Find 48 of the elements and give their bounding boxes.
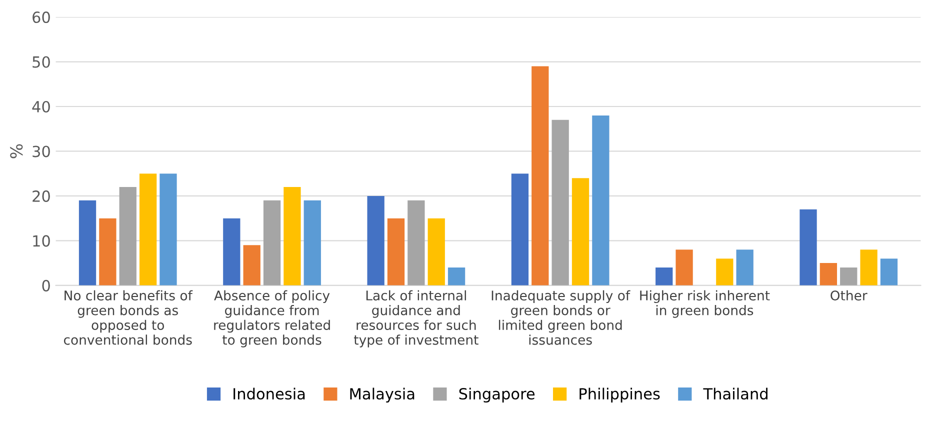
bar	[448, 268, 466, 286]
y-tick-label: 10	[33, 235, 50, 247]
bar	[428, 218, 445, 286]
y-axis-title: %	[10, 144, 23, 158]
bar	[243, 245, 260, 286]
legend-label: Philippines	[580, 388, 660, 403]
bar	[284, 187, 301, 286]
legend-label: Malaysia	[350, 388, 414, 403]
bar	[139, 174, 157, 286]
legend-label: Indonesia	[234, 388, 305, 400]
bar	[676, 250, 693, 286]
bar	[367, 196, 384, 286]
y-tick-label: 30	[32, 146, 50, 158]
bar	[223, 218, 240, 286]
bar	[99, 218, 116, 286]
bar	[263, 200, 281, 286]
x-tick-label: No clear benefits of green bonds as opposed to conventional bonds	[64, 290, 193, 345]
bar	[387, 218, 405, 286]
bar	[304, 200, 321, 286]
y-tick-label: 40	[32, 100, 50, 113]
legend-label: Thailand	[703, 388, 768, 400]
bar	[552, 120, 569, 286]
bar	[800, 209, 817, 286]
x-tick-label: Inadequate supply of green bonds or limited green bond issuances	[492, 290, 630, 345]
bar	[656, 268, 673, 286]
x-tick-label: Higher risk inherent in green bonds	[640, 290, 770, 318]
bar	[119, 187, 136, 286]
y-tick-label: 0	[42, 280, 50, 292]
x-tick-label: Other	[830, 290, 868, 300]
bar	[860, 250, 878, 286]
bar	[408, 200, 425, 286]
legend-label: Singapore	[459, 388, 535, 403]
x-tick-label: Lack of internal guidance and resources for such type of investment	[354, 290, 478, 348]
y-tick-label: 20	[32, 190, 50, 202]
bar	[160, 174, 177, 286]
bar	[511, 174, 529, 286]
y-tick-label: 50	[32, 56, 50, 68]
bar	[78, 200, 96, 286]
bar	[572, 178, 590, 286]
bar	[820, 263, 838, 286]
bar	[716, 258, 734, 286]
bar	[840, 268, 858, 286]
y-tick-label: 60	[32, 12, 50, 24]
bar	[736, 250, 754, 286]
bar	[592, 115, 610, 286]
bar	[532, 66, 549, 286]
x-tick-label: Absence of policy guidance from regulators related to green bonds	[214, 290, 330, 348]
bar	[880, 258, 898, 286]
